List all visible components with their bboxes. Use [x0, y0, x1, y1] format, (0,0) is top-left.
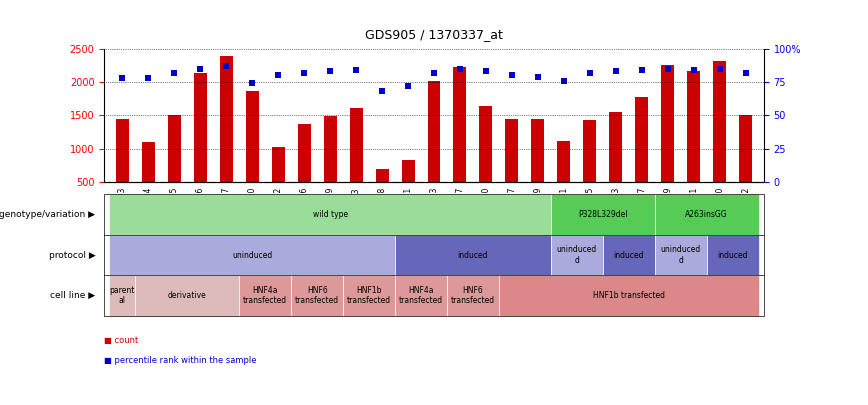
Text: HNF1b
transfected: HNF1b transfected: [347, 286, 391, 305]
Bar: [583, 120, 596, 182]
Bar: [115, 119, 128, 182]
Bar: [557, 141, 570, 182]
Bar: [609, 112, 622, 182]
Bar: [376, 169, 389, 182]
Text: HNF1b transfected: HNF1b transfected: [593, 291, 665, 300]
Bar: [272, 147, 285, 182]
Text: HNF6
transfected: HNF6 transfected: [295, 286, 339, 305]
Bar: [298, 124, 311, 182]
Text: wild type: wild type: [312, 210, 348, 219]
Bar: [661, 65, 674, 182]
Text: induced: induced: [614, 251, 644, 260]
Bar: [428, 81, 440, 182]
Text: GDS905 / 1370337_at: GDS905 / 1370337_at: [365, 28, 503, 41]
Text: ■ percentile rank within the sample: ■ percentile rank within the sample: [104, 356, 257, 365]
Bar: [453, 67, 466, 182]
Bar: [505, 119, 518, 182]
Text: induced: induced: [457, 251, 488, 260]
Text: HNF4a
transfected: HNF4a transfected: [399, 286, 443, 305]
Text: uninduced: uninduced: [232, 251, 273, 260]
Text: protocol ▶: protocol ▶: [49, 251, 95, 260]
Bar: [168, 115, 181, 182]
Bar: [246, 91, 259, 182]
Text: P328L329del: P328L329del: [578, 210, 628, 219]
Bar: [713, 61, 727, 182]
Bar: [531, 119, 544, 182]
Bar: [635, 97, 648, 182]
Text: derivative: derivative: [168, 291, 207, 300]
Bar: [479, 106, 492, 182]
Bar: [220, 56, 233, 182]
Bar: [350, 108, 363, 182]
Text: uninduced
d: uninduced d: [556, 245, 597, 265]
Text: HNF4a
transfected: HNF4a transfected: [243, 286, 287, 305]
Text: induced: induced: [718, 251, 748, 260]
Text: cell line ▶: cell line ▶: [50, 291, 95, 300]
Bar: [194, 73, 207, 182]
Text: ■ count: ■ count: [104, 336, 138, 345]
Bar: [740, 115, 753, 182]
Bar: [324, 116, 337, 182]
Bar: [687, 70, 700, 182]
Text: uninduced
d: uninduced d: [661, 245, 700, 265]
Text: HNF6
transfected: HNF6 transfected: [450, 286, 495, 305]
Bar: [402, 160, 415, 182]
Text: A263insGG: A263insGG: [686, 210, 728, 219]
Bar: [141, 142, 155, 182]
Text: genotype/variation ▶: genotype/variation ▶: [0, 210, 95, 219]
Text: parent
al: parent al: [109, 286, 135, 305]
